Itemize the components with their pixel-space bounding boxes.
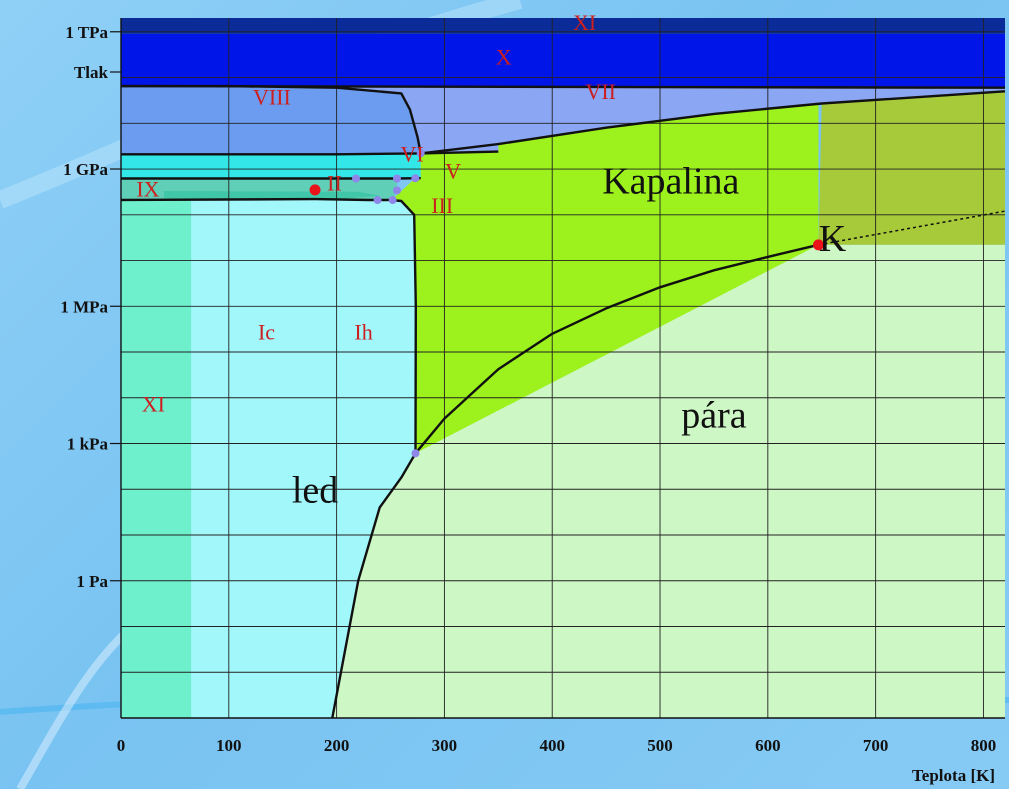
region-label: VIII (253, 85, 291, 110)
phase-boundaries (121, 84, 1005, 718)
boundary-ice-ii-lower (121, 197, 393, 202)
boundary-supercritical-extension (818, 210, 1005, 246)
y-tick-label: 1 TPa (65, 23, 108, 42)
region-label: K (819, 218, 847, 260)
region-label: IX (136, 177, 159, 202)
region-ice-xi-top (121, 18, 1005, 34)
region-ice-i (121, 200, 416, 718)
phase-regions (121, 18, 1005, 718)
axes: 0 100 200 300 400 500 600 700 800 1 Pa 1 kPa 1 MPa 1… (60, 18, 1005, 785)
x-tick-label: 100 (216, 736, 242, 755)
x-tick-label: 200 (324, 736, 350, 755)
region-label: VI (400, 141, 423, 166)
triple-point (416, 149, 425, 158)
x-tick-label: 0 (117, 736, 126, 755)
triple-point (352, 174, 361, 183)
triple-point (411, 449, 420, 458)
grid (121, 18, 1005, 718)
critical-point (812, 239, 824, 251)
x-tick-label: 600 (755, 736, 781, 755)
x-tick-label: 700 (863, 736, 889, 755)
region-supercritical (818, 91, 1005, 245)
x-tick-label: 400 (539, 736, 565, 755)
triple-point (411, 174, 420, 183)
region-liquid (391, 91, 1005, 454)
boundary-sublimation (331, 452, 417, 718)
region-ice-ii (164, 191, 380, 200)
triple-point (388, 196, 397, 205)
region-label: XI (573, 10, 596, 35)
triple-point (373, 196, 382, 205)
region-ice-xi-low (121, 200, 192, 718)
region-label: VII (585, 79, 616, 104)
region-label: V (445, 158, 461, 183)
y-tick-label: 1 kPa (67, 435, 109, 454)
region-label: III (431, 193, 453, 218)
phase-points (309, 149, 824, 458)
y-axis-label: Tlak (74, 63, 109, 82)
boundary-melting-high (420, 90, 1005, 155)
region-label: pára (681, 394, 747, 436)
y-tick-label: 1 Pa (76, 572, 108, 591)
x-axis-label: Teplota [K] (912, 766, 995, 785)
x-tick-label: 500 (647, 736, 673, 755)
region-label: led (292, 469, 338, 511)
region-label: X (496, 44, 512, 69)
x-tick-label: 300 (432, 736, 458, 755)
region-ice-viii (121, 86, 421, 155)
region-label: Ic (258, 320, 275, 345)
region-ice-vi (121, 151, 499, 179)
y-tick-label: 1 GPa (63, 160, 108, 179)
boundary-vaporization (414, 243, 819, 455)
x-tick-label: 800 (971, 736, 997, 755)
region-label: Kapalina (602, 161, 739, 203)
region-vapor (121, 244, 1005, 718)
triple-point-ii (309, 184, 321, 196)
boundary-melting-ih (391, 198, 417, 454)
boundary-ice-vi-upper (121, 150, 499, 156)
boundary-ice-vii-x (121, 84, 1005, 89)
region-label: XI (142, 391, 165, 416)
region-label: II (327, 170, 342, 195)
region-label: Ih (354, 320, 372, 345)
triple-point (392, 174, 401, 183)
y-tick-label: 1 MPa (60, 297, 108, 316)
region-ice-x (121, 33, 1005, 88)
triple-point (392, 186, 401, 195)
